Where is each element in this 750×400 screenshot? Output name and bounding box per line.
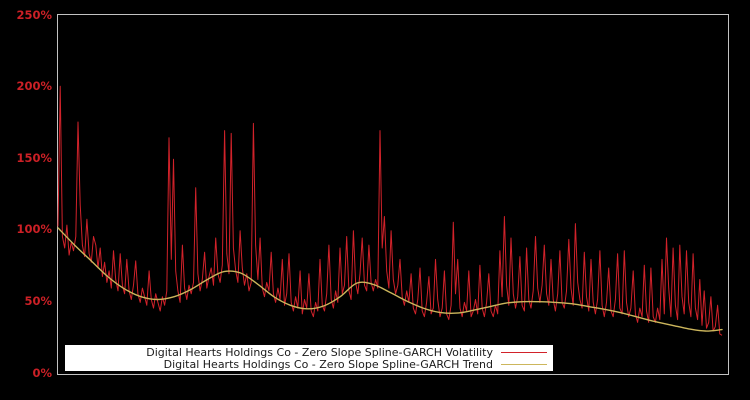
volatility-line [57, 85, 723, 336]
trend-line [57, 227, 723, 332]
legend-line-swatch-trend [501, 363, 547, 365]
plot-border [57, 14, 729, 375]
y-axis-tick-label: 200% [16, 79, 52, 93]
chart-legend: Digital Hearts Holdings Co - Zero Slope … [65, 345, 553, 371]
legend-label-volatility: Digital Hearts Holdings Co - Zero Slope … [146, 345, 493, 359]
legend-entry-volatility: Digital Hearts Holdings Co - Zero Slope … [65, 345, 547, 359]
legend-line-swatch-volatility [501, 351, 547, 353]
y-axis-tick-label: 0% [32, 366, 52, 380]
y-axis-tick-label: 100% [16, 222, 52, 236]
y-axis-tick-label: 150% [16, 151, 52, 165]
legend-label-trend: Digital Hearts Holdings Co - Zero Slope … [163, 357, 493, 371]
legend-entry-trend: Digital Hearts Holdings Co - Zero Slope … [65, 357, 547, 371]
y-axis-tick-label: 50% [24, 294, 52, 308]
y-axis-tick-label: 250% [16, 8, 52, 22]
